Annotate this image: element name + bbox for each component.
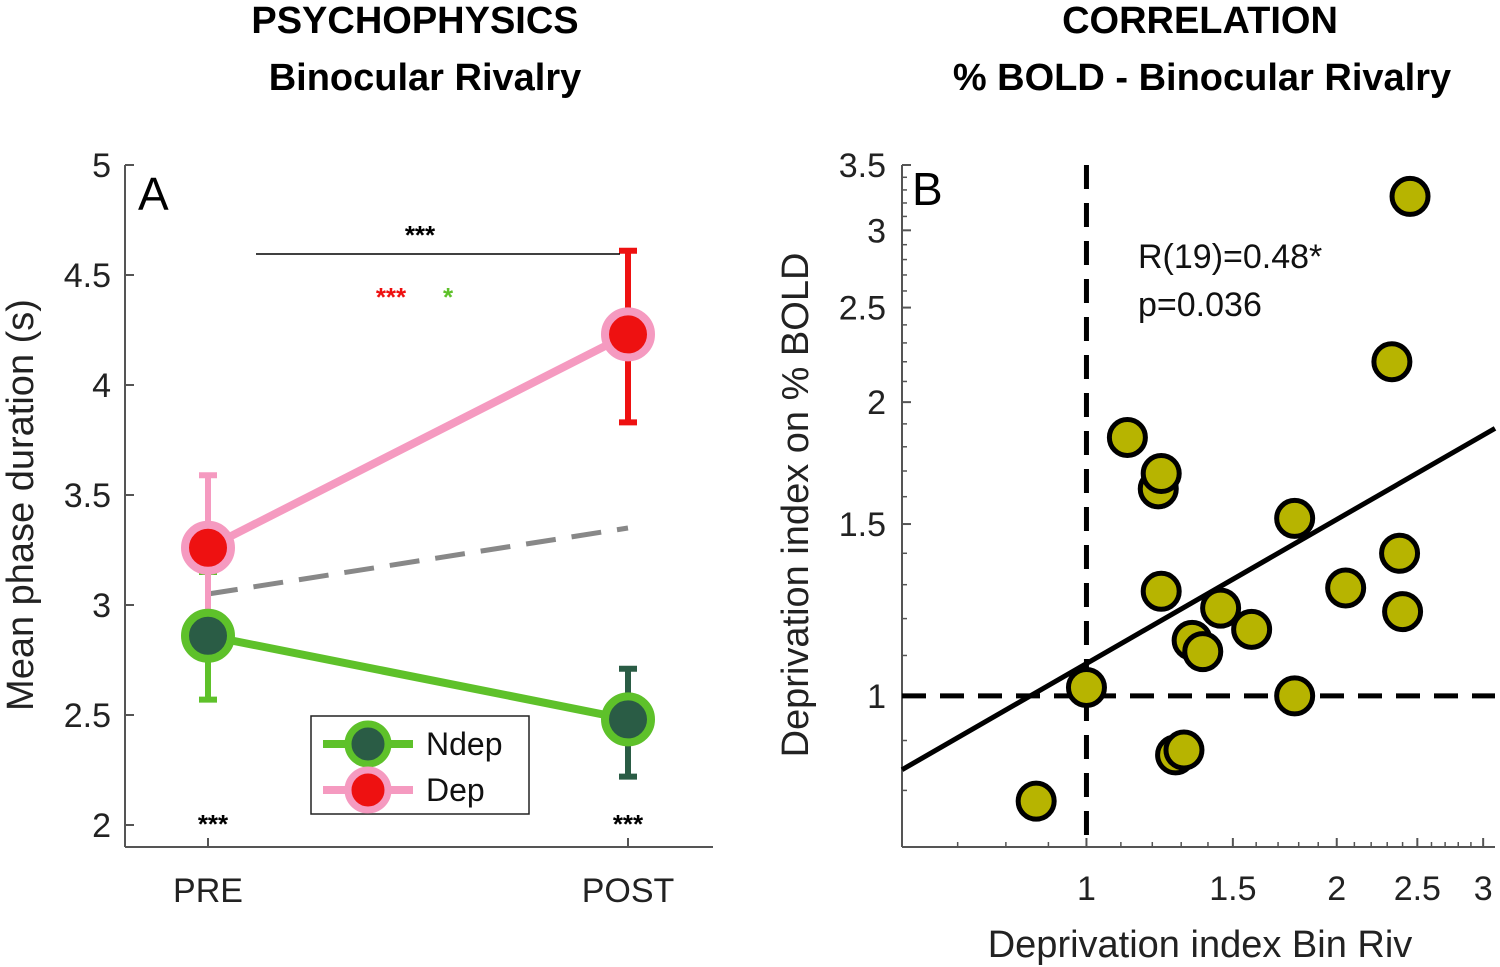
panel-a-point-ndep [181, 608, 235, 663]
panel-a-dashed-reference-line [207, 525, 629, 597]
panel-b-x-tick-label: 2 [1327, 870, 1346, 908]
panel-a-chart: A Mean phase duration (s) 2 2.5 3 3.5 4 4.5 5 P… [0, 147, 713, 910]
panel-b-scatter-point [1200, 587, 1242, 629]
panel-b-x-tick-label: 1.5 [1209, 870, 1256, 908]
panel-b-title-line1: CORRELATION [1062, 0, 1338, 42]
panel-a-y-tick-label: 5 [92, 147, 111, 185]
panel-a-legend: Ndep Dep [310, 715, 530, 815]
panel-b-scatter-point [1182, 631, 1224, 673]
panel-b-y-tick-label: 2 [867, 384, 886, 422]
panel-a-title-line2: Binocular Rivalry [269, 57, 582, 99]
panel-b-scatter-point [1140, 453, 1182, 495]
legend-marker-ndep [344, 720, 392, 768]
panel-b-scatter-point [1065, 666, 1107, 708]
panel-b-y-tick-label: 3.5 [839, 147, 886, 185]
panel-b-scatter-point [1371, 341, 1413, 383]
dep-stars: *** [376, 282, 407, 312]
panel-a-point-ndep [601, 692, 655, 747]
panel-b-y-tick-label: 1.5 [839, 506, 886, 544]
panel-a-y-tick-label: 2 [92, 807, 111, 845]
panel-b-regression-line [900, 426, 1497, 772]
panel-b-y-axis-label: Deprivation index on % BOLD [775, 253, 817, 758]
panel-b-y-tick-label: 1 [867, 678, 886, 716]
post-stars: *** [613, 809, 644, 839]
panel-b-scatter-point [1389, 175, 1431, 217]
panel-a-y-tick-label: 3.5 [64, 477, 111, 515]
correlation-r-annotation: R(19)=0.48* [1138, 238, 1322, 276]
panel-a-point-dep [601, 307, 655, 362]
panel-a-y-axis-label: Mean phase duration (s) [0, 299, 42, 711]
panel-a-title-line1: PSYCHOPHYSICS [251, 0, 578, 42]
panel-b-scatter-point [1106, 416, 1148, 458]
panel-b-scatter-point [1231, 608, 1273, 650]
panel-a-point-dep [181, 520, 235, 575]
panel-b-scatter-point [1382, 591, 1424, 633]
panel-b-scatter-point [1140, 570, 1182, 612]
legend-marker-dep [344, 766, 392, 814]
legend-label-ndep: Ndep [426, 726, 503, 762]
panel-b-x-tick-label: 2.5 [1394, 870, 1441, 908]
panel-a-series-line-ndep [207, 631, 629, 724]
panel-a-y-tick-label: 3 [92, 587, 111, 625]
legend-label-dep: Dep [426, 772, 485, 808]
panel-b-scatter-point [1015, 780, 1057, 822]
panel-b-letter: B [912, 163, 943, 215]
panel-b-y-tick-label: 3 [867, 212, 886, 250]
panel-b-x-tick-label: 1 [1077, 870, 1096, 908]
panel-b-scatter-point [1274, 497, 1316, 539]
panel-b-x-axis-label: Deprivation index Bin Riv [988, 924, 1413, 966]
panel-b-y-tick-label: 2.5 [839, 290, 886, 328]
bracket-stars: *** [405, 220, 436, 250]
panel-b-scatter-point [1274, 675, 1316, 717]
panel-b-scatter-point [1379, 532, 1421, 574]
panel-a-x-tick-label: PRE [173, 872, 243, 910]
panel-a-x-tick-label: POST [582, 872, 675, 910]
panel-a-series-line-dep [206, 330, 630, 552]
panel-a-y-tick-label: 4.5 [64, 257, 111, 295]
panel-b-scatter-point [1163, 729, 1205, 771]
panel-b-title-line2: % BOLD - Binocular Rivalry [953, 57, 1451, 99]
panel-b-chart: B Deprivation index on % BOLD Deprivatio… [775, 147, 1497, 966]
correlation-p-annotation: p=0.036 [1138, 286, 1262, 324]
ndep-star: * [443, 282, 454, 312]
panel-b-scatter-point [1325, 567, 1367, 609]
panel-b-x-tick-label: 3 [1474, 870, 1493, 908]
pre-stars: *** [198, 809, 229, 839]
panel-a-y-tick-label: 2.5 [64, 697, 111, 735]
panel-a-y-tick-label: 4 [92, 367, 111, 405]
panel-a-letter: A [138, 168, 169, 220]
